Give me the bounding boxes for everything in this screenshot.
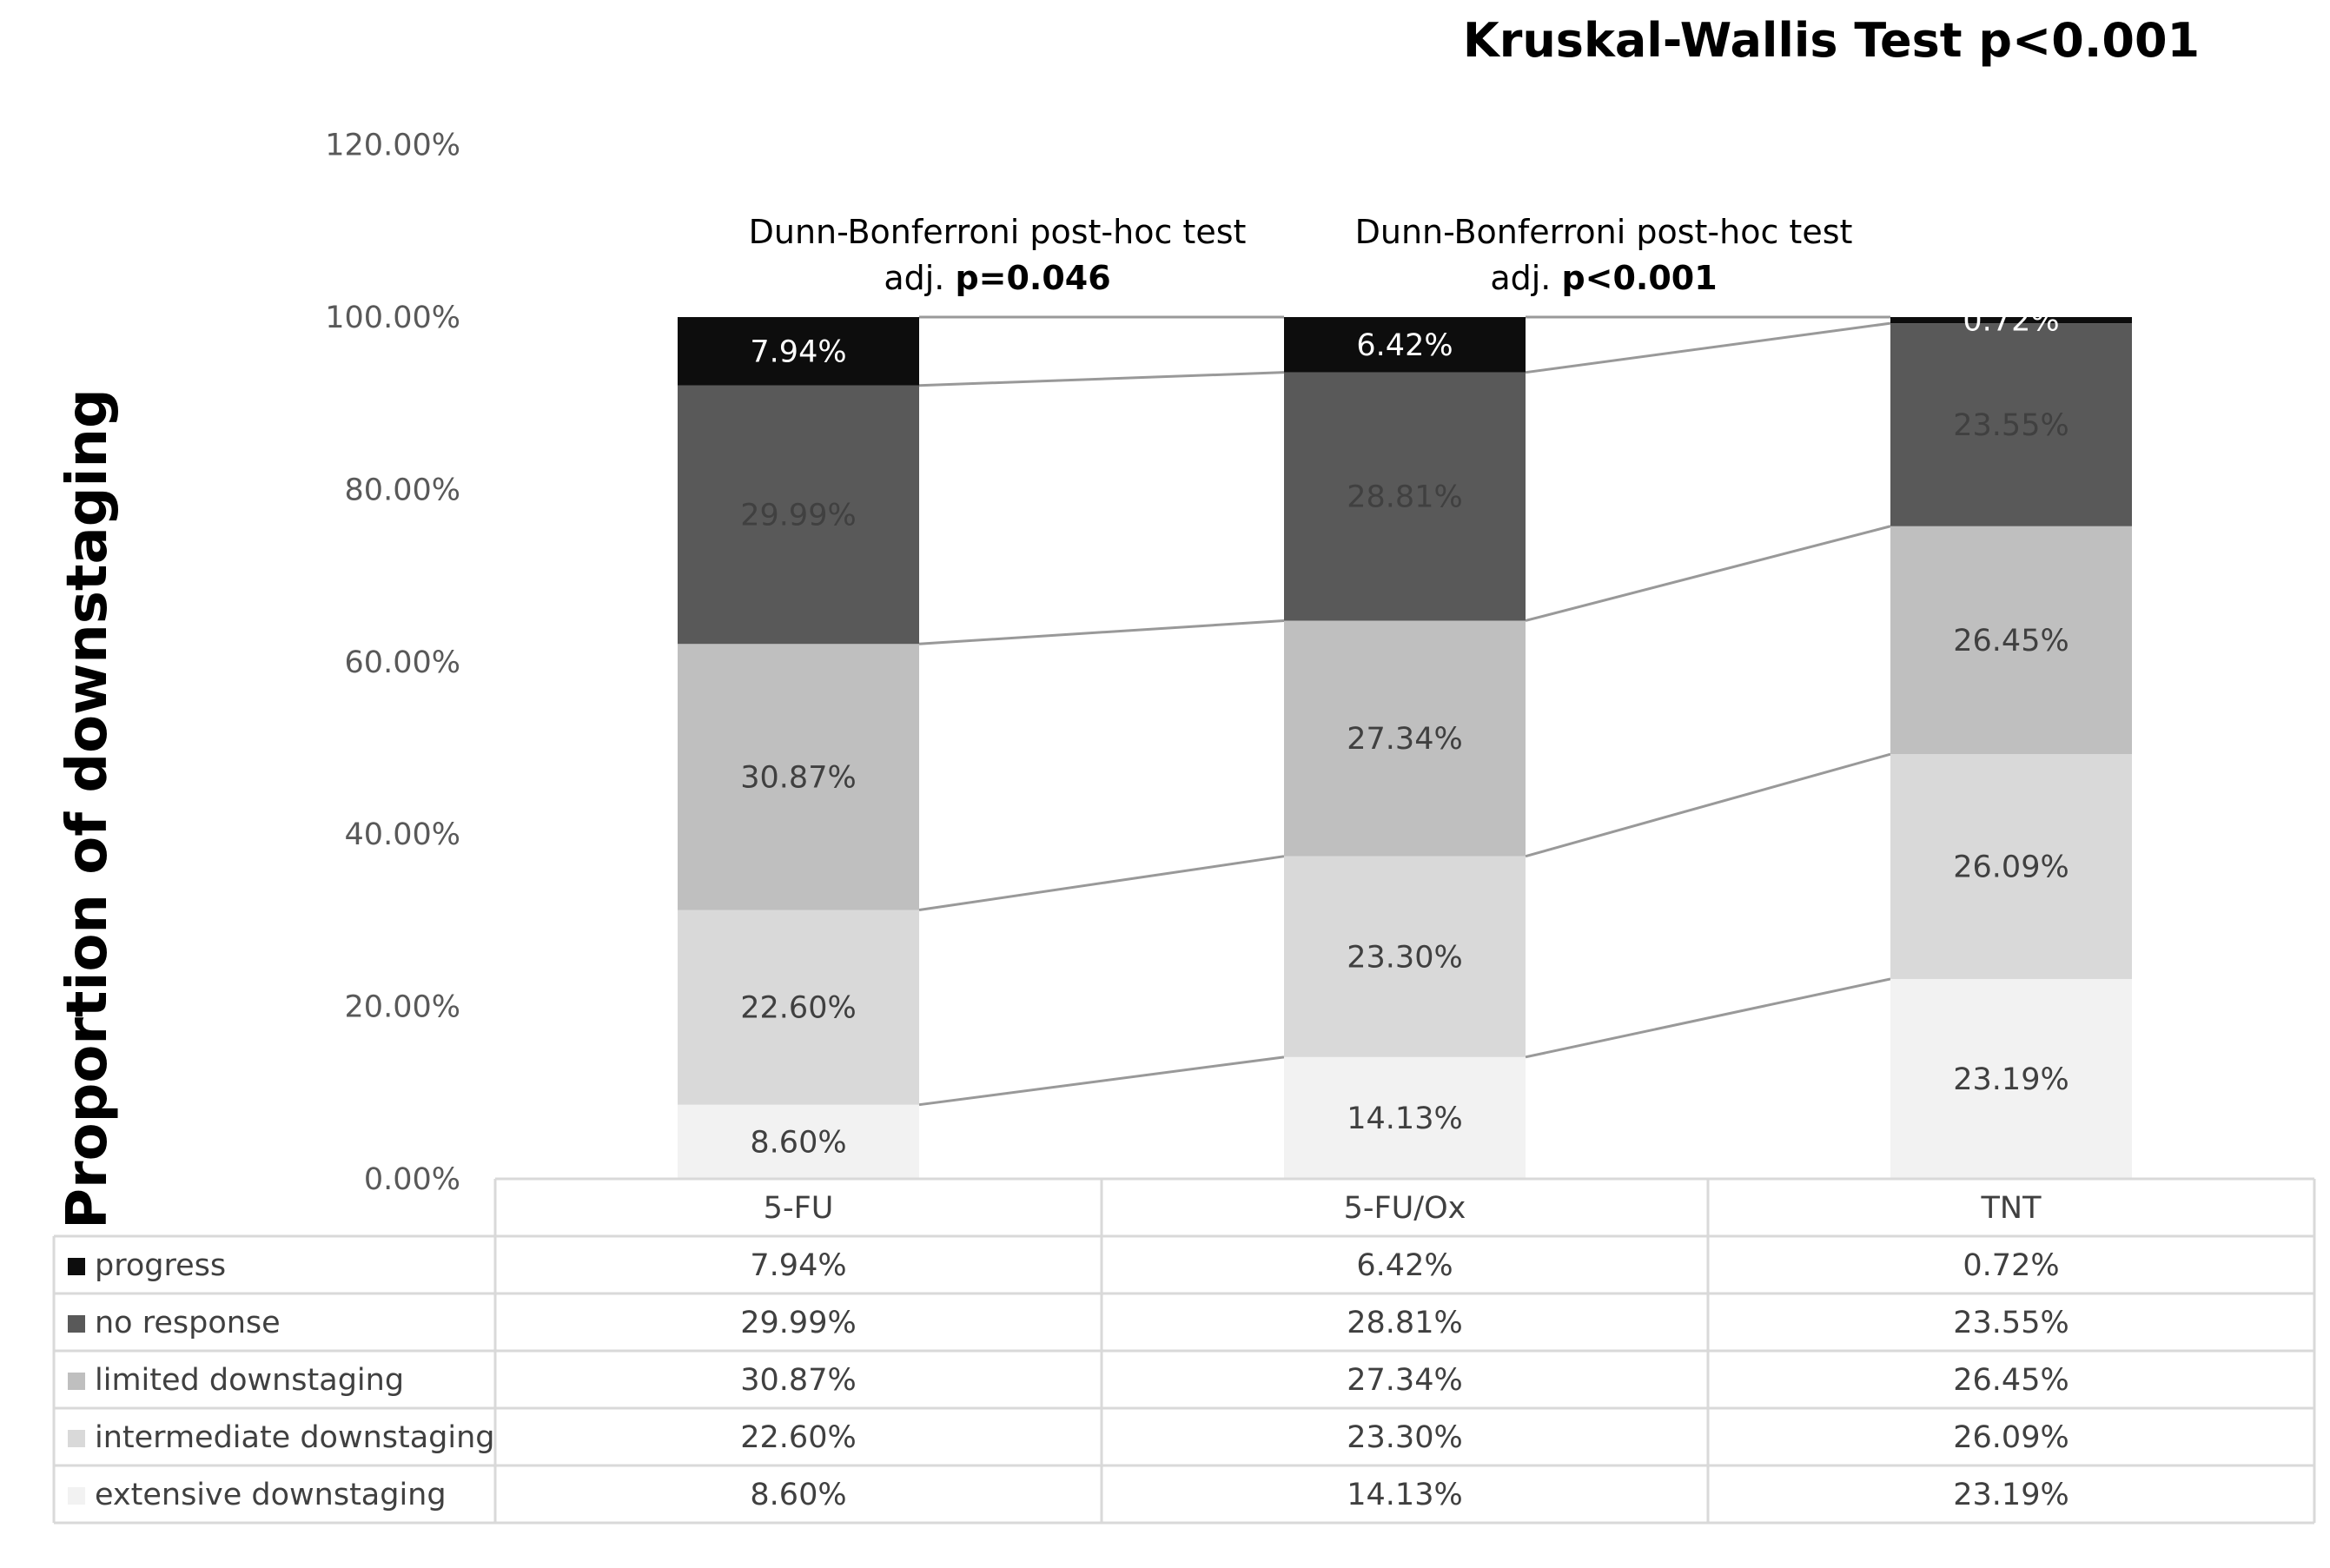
data-label-extensive-downstaging-tnt: 23.19% bbox=[1953, 1062, 2069, 1097]
annotation-posthoc-pvalue: adj. p=0.046 bbox=[884, 259, 1110, 297]
series-line-connector bbox=[918, 855, 1285, 911]
y-tick-label: 40.00% bbox=[345, 817, 460, 852]
series-line-connector bbox=[918, 1055, 1285, 1107]
data-label-intermediate-downstaging-5-fu: 22.60% bbox=[740, 991, 856, 1026]
data-label-limited-downstaging-5-fu-ox: 27.34% bbox=[1347, 722, 1462, 757]
bar-segment-limited-downstaging-tnt bbox=[1890, 526, 2132, 755]
table-cell-no-response-tnt: 23.55% bbox=[1953, 1306, 2069, 1340]
data-label-extensive-downstaging-5-fu: 8.60% bbox=[750, 1125, 846, 1160]
series-line-connector bbox=[1525, 321, 1891, 374]
annotation-posthoc-title: Dunn-Bonferroni post-hoc test bbox=[749, 213, 1247, 251]
data-label-no-response-5-fu: 29.99% bbox=[740, 499, 856, 533]
table-cell-no-response-5-fu: 29.99% bbox=[740, 1306, 856, 1340]
table-cell-intermediate-downstaging-tnt: 26.09% bbox=[1953, 1420, 2069, 1455]
x-tick-label: 5-FU/Ox bbox=[1344, 1191, 1466, 1226]
table-cell-progress-tnt: 0.72% bbox=[1963, 1248, 2059, 1283]
bar-segment-no-response-5-fu bbox=[678, 385, 919, 645]
legend-label-extensive-downstaging: extensive downstaging bbox=[95, 1478, 447, 1512]
legend-swatch-progress bbox=[68, 1258, 85, 1275]
table-cell-progress-5-fu-ox: 6.42% bbox=[1356, 1248, 1453, 1283]
legend-swatch-no-response bbox=[68, 1315, 85, 1333]
y-tick-label: 100.00% bbox=[325, 301, 460, 335]
table-cell-intermediate-downstaging-5-fu-ox: 23.30% bbox=[1347, 1420, 1462, 1455]
y-axis-title: Proportion of downstaging bbox=[56, 388, 120, 1229]
table-cell-extensive-downstaging-5-fu: 8.60% bbox=[750, 1478, 846, 1512]
table-cell-limited-downstaging-5-fu-ox: 27.34% bbox=[1347, 1363, 1462, 1398]
y-tick-label: 0.00% bbox=[364, 1162, 460, 1197]
table-cell-progress-5-fu: 7.94% bbox=[750, 1248, 846, 1283]
annotation-posthoc-title: Dunn-Bonferroni post-hoc test bbox=[1355, 213, 1853, 251]
data-label-limited-downstaging-5-fu: 30.87% bbox=[740, 760, 856, 795]
data-label-progress-5-fu-ox: 6.42% bbox=[1356, 328, 1453, 363]
y-tick-label: 60.00% bbox=[345, 645, 460, 680]
legend-swatch-limited-downstaging bbox=[68, 1373, 85, 1390]
table-cell-no-response-5-fu-ox: 28.81% bbox=[1347, 1306, 1462, 1340]
bar-segment-progress-5-fu bbox=[678, 317, 919, 386]
data-label-no-response-5-fu-ox: 28.81% bbox=[1347, 480, 1462, 515]
legend-swatch-extensive-downstaging bbox=[68, 1487, 85, 1505]
bar-segment-extensive-downstaging-5-fu-ox bbox=[1284, 1056, 1526, 1179]
legend-label-progress: progress bbox=[95, 1248, 226, 1283]
series-line-connector bbox=[918, 371, 1285, 387]
data-label-intermediate-downstaging-tnt: 26.09% bbox=[1953, 850, 2069, 885]
bar-segment-extensive-downstaging-5-fu bbox=[678, 1104, 919, 1179]
bar-segment-intermediate-downstaging-5-fu-ox bbox=[1284, 856, 1526, 1057]
legend-label-no-response: no response bbox=[95, 1306, 281, 1340]
bar-segment-no-response-5-fu-ox bbox=[1284, 372, 1526, 621]
chart-title: Kruskal-Wallis Test p<0.001 bbox=[1463, 13, 2200, 68]
bar-segment-progress-5-fu-ox bbox=[1284, 317, 1526, 373]
data-label-progress-tnt: 0.72% bbox=[1963, 304, 2059, 339]
table-cell-extensive-downstaging-5-fu-ox: 14.13% bbox=[1347, 1478, 1462, 1512]
bar-segment-limited-downstaging-5-fu bbox=[678, 644, 919, 910]
bar-segment-extensive-downstaging-tnt bbox=[1890, 978, 2132, 1179]
data-label-extensive-downstaging-5-fu-ox: 14.13% bbox=[1347, 1102, 1462, 1136]
annotation-posthoc-pvalue: adj. p<0.001 bbox=[1490, 259, 1717, 297]
x-tick-label: TNT bbox=[1981, 1191, 2042, 1226]
series-line-connector bbox=[1525, 752, 1891, 858]
bar-segment-limited-downstaging-5-fu-ox bbox=[1284, 620, 1526, 857]
y-tick-label: 20.00% bbox=[345, 990, 460, 1025]
data-label-limited-downstaging-tnt: 26.45% bbox=[1953, 624, 2069, 658]
bar-segment-intermediate-downstaging-tnt bbox=[1890, 754, 2132, 979]
legend-swatch-intermediate-downstaging bbox=[68, 1430, 85, 1447]
table-cell-intermediate-downstaging-5-fu: 22.60% bbox=[740, 1420, 856, 1455]
data-label-intermediate-downstaging-5-fu-ox: 23.30% bbox=[1347, 940, 1462, 975]
bar-segment-no-response-tnt bbox=[1890, 323, 2132, 526]
y-tick-label: 120.00% bbox=[325, 129, 460, 163]
data-label-no-response-tnt: 23.55% bbox=[1953, 408, 2069, 443]
table-cell-limited-downstaging-5-fu: 30.87% bbox=[740, 1363, 856, 1398]
legend-label-limited-downstaging: limited downstaging bbox=[95, 1363, 404, 1398]
series-line-connector bbox=[1525, 977, 1891, 1059]
table-cell-limited-downstaging-tnt: 26.45% bbox=[1953, 1363, 2069, 1398]
bar-segment-intermediate-downstaging-5-fu bbox=[678, 910, 919, 1105]
table-cell-extensive-downstaging-tnt: 23.19% bbox=[1953, 1478, 2069, 1512]
y-tick-label: 80.00% bbox=[345, 473, 460, 507]
series-line-connector bbox=[1525, 525, 1891, 622]
bar-segment-progress-tnt bbox=[1890, 317, 2132, 324]
legend-label-intermediate-downstaging: intermediate downstaging bbox=[95, 1420, 495, 1455]
series-line-connector bbox=[918, 619, 1285, 645]
data-label-progress-5-fu: 7.94% bbox=[750, 334, 846, 369]
x-tick-label: 5-FU bbox=[764, 1191, 834, 1226]
